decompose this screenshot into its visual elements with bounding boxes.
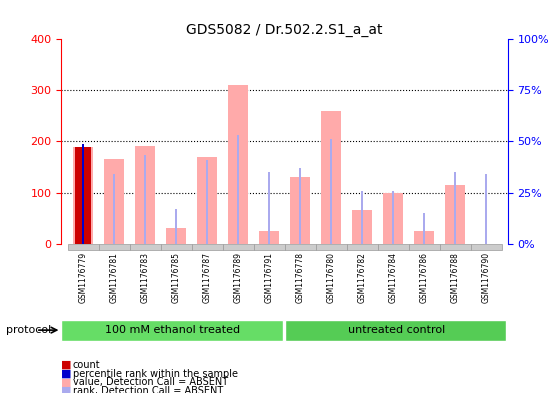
FancyBboxPatch shape [68,244,99,250]
FancyBboxPatch shape [285,244,316,250]
FancyBboxPatch shape [316,244,347,250]
Text: GSM1176785: GSM1176785 [171,252,181,303]
FancyBboxPatch shape [161,244,191,250]
FancyBboxPatch shape [285,320,506,341]
Text: 100 mM ethanol treated: 100 mM ethanol treated [105,325,240,335]
Bar [144,155,146,244]
Text: GSM1176779: GSM1176779 [79,252,88,303]
Bar [75,147,91,244]
FancyBboxPatch shape [378,244,408,250]
Text: ■: ■ [61,386,72,393]
Text: value, Detection Call = ABSENT: value, Detection Call = ABSENT [73,377,228,387]
FancyBboxPatch shape [61,320,283,341]
FancyBboxPatch shape [129,244,161,250]
FancyBboxPatch shape [408,244,440,250]
Bar [237,135,239,244]
Bar [352,210,372,244]
FancyBboxPatch shape [440,244,470,250]
Bar [82,144,84,244]
Bar [290,177,310,244]
Bar [330,139,332,244]
Bar [82,144,84,244]
Text: GSM1176791: GSM1176791 [264,252,273,303]
Bar [445,185,465,244]
Bar [454,172,456,244]
Bar [198,157,217,244]
Text: ■: ■ [61,360,72,370]
FancyBboxPatch shape [191,244,223,250]
Bar [206,160,208,244]
Bar [361,191,363,244]
Bar [299,168,301,244]
Bar [321,111,341,244]
Bar [383,193,403,244]
Text: untreated control: untreated control [348,325,445,335]
Bar [392,191,394,244]
Bar [268,172,270,244]
FancyBboxPatch shape [253,244,285,250]
FancyBboxPatch shape [470,244,502,250]
Bar [136,145,155,244]
Bar [414,231,434,244]
Text: GSM1176782: GSM1176782 [358,252,367,303]
Bar [175,209,177,244]
Text: GSM1176788: GSM1176788 [450,252,460,303]
Text: GSM1176778: GSM1176778 [296,252,305,303]
Text: GSM1176784: GSM1176784 [388,252,398,303]
Text: ■: ■ [61,377,72,387]
Text: GSM1176783: GSM1176783 [141,252,150,303]
Text: GSM1176789: GSM1176789 [234,252,243,303]
Bar [73,147,93,244]
FancyBboxPatch shape [347,244,378,250]
FancyBboxPatch shape [223,244,253,250]
Text: rank, Detection Call = ABSENT: rank, Detection Call = ABSENT [73,386,223,393]
Bar [166,228,186,244]
Bar [104,159,124,244]
Bar [485,174,487,244]
Bar [228,85,248,244]
Text: ■: ■ [61,369,72,379]
Text: GSM1176787: GSM1176787 [203,252,211,303]
Title: GDS5082 / Dr.502.2.S1_a_at: GDS5082 / Dr.502.2.S1_a_at [186,23,383,37]
Bar [423,213,425,244]
Text: percentile rank within the sample: percentile rank within the sample [73,369,238,379]
Bar [259,231,279,244]
Bar [113,174,115,244]
Text: count: count [73,360,100,370]
Text: GSM1176780: GSM1176780 [326,252,335,303]
Text: GSM1176781: GSM1176781 [109,252,119,303]
Text: GSM1176786: GSM1176786 [420,252,429,303]
FancyBboxPatch shape [99,244,129,250]
Text: protocol: protocol [6,325,51,335]
Text: GSM1176790: GSM1176790 [482,252,490,303]
